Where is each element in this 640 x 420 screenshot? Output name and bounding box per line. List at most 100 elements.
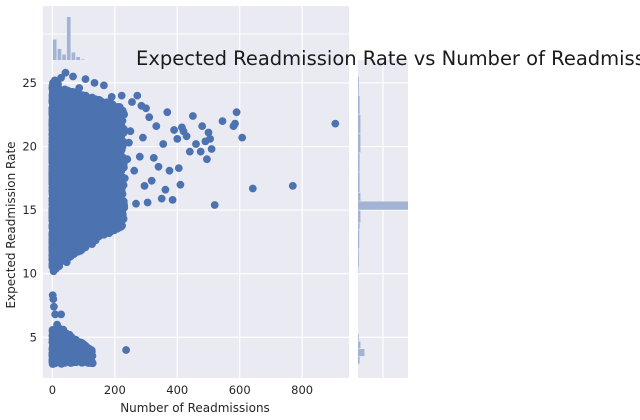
scatter-point [64,136,72,145]
scatter-point [97,230,106,239]
scatter-point [84,96,93,105]
x-tick-label: 200 [104,383,126,397]
scatter-point [232,108,241,117]
scatter-point [73,230,82,239]
scatter-point [55,155,63,163]
marginal-y-histogram [358,60,408,378]
scatter-point [81,75,90,83]
scatter-point [48,120,57,129]
scatter-point [49,110,58,119]
scatter-point [92,157,101,165]
scatter-point [210,201,219,209]
scatter-point [48,91,57,99]
scatter-point [76,91,85,100]
scatter-point [143,198,152,207]
scatter-point [49,100,57,108]
scatter-point [152,122,161,130]
scatter-point [102,168,110,176]
scatter-point [57,103,65,112]
scatter-point [118,142,127,151]
scatter-point [248,184,257,193]
scatter-points [48,68,340,368]
scatter-point [116,184,125,193]
marginal-y-bar [358,134,361,153]
scatter-point [92,140,100,148]
scatter-point [168,196,177,204]
marginal-y-bar [358,192,361,201]
scatter-point [112,159,121,167]
scatter-point [113,224,122,233]
marginal-y-bar [358,201,408,210]
marginal-x-bar [71,52,76,62]
scatter-point [57,342,66,351]
scatter-point [72,147,80,156]
marginal-x-bar [57,49,62,62]
marginal-y-bar [358,248,359,268]
scatter-point [192,140,200,148]
scatter-point [107,222,116,230]
scatter-point [49,267,58,276]
scatter-point [229,122,238,130]
scatter-point [57,310,65,319]
scatter-point [69,72,77,81]
scatter-point [75,84,84,92]
scatter-point [107,93,116,101]
scatter-point [51,231,59,240]
scatter-point [50,243,59,252]
scatter-point [174,164,183,173]
y-tick-label: 25 [22,76,37,90]
scatter-point [48,356,57,365]
scatter-point [92,234,100,243]
scatter-point [126,127,135,136]
x-tick-label: 600 [229,383,251,397]
scatter-point [123,155,132,164]
scatter-point [149,154,158,162]
scatter-point [65,184,74,192]
scatter-point [51,147,60,155]
scatter-point [49,295,58,303]
scatter-point [51,310,60,319]
scatter-point [85,344,94,353]
y-tick-label: 20 [22,139,37,153]
marginal-y-bar [358,341,361,349]
scatter-point [111,176,119,185]
scatter-point [82,179,90,188]
scatter-point [83,103,92,112]
scatter-point [110,170,119,179]
scatter-point [165,166,174,175]
scatter-point [288,182,297,190]
scatter-point [139,133,147,142]
scatter-point [76,166,84,174]
scatter-point [218,117,227,125]
scatter-point [90,176,99,184]
x-tick-label: 800 [291,383,313,397]
scatter-point [79,140,87,148]
scatter-point [104,150,112,159]
scatter-point [114,134,123,142]
scatter-point [95,101,104,110]
scatter-point [79,221,88,230]
scatter-point [88,117,96,125]
y-tick-label: 15 [22,203,37,217]
scatter-point [91,168,99,177]
scatter-point [117,91,126,100]
scatter-point [76,105,85,114]
scatter-point [59,177,68,186]
scatter-point [95,222,103,230]
scatter-point [81,243,90,252]
scatter-point [170,126,179,134]
scatter-point [207,145,216,153]
scatter-point [62,152,70,161]
scatter-point [135,152,144,161]
scatter-point [48,200,57,209]
marginal-x-bar [62,54,66,62]
scatter-point [117,154,126,163]
scatter-point [189,112,197,120]
marginal-y-bar [358,76,359,96]
scatter-point [73,346,82,354]
scatter-point [57,128,66,137]
y-tick-label: 5 [30,330,37,344]
scatter-point [73,157,82,165]
scatter-point [161,185,170,194]
